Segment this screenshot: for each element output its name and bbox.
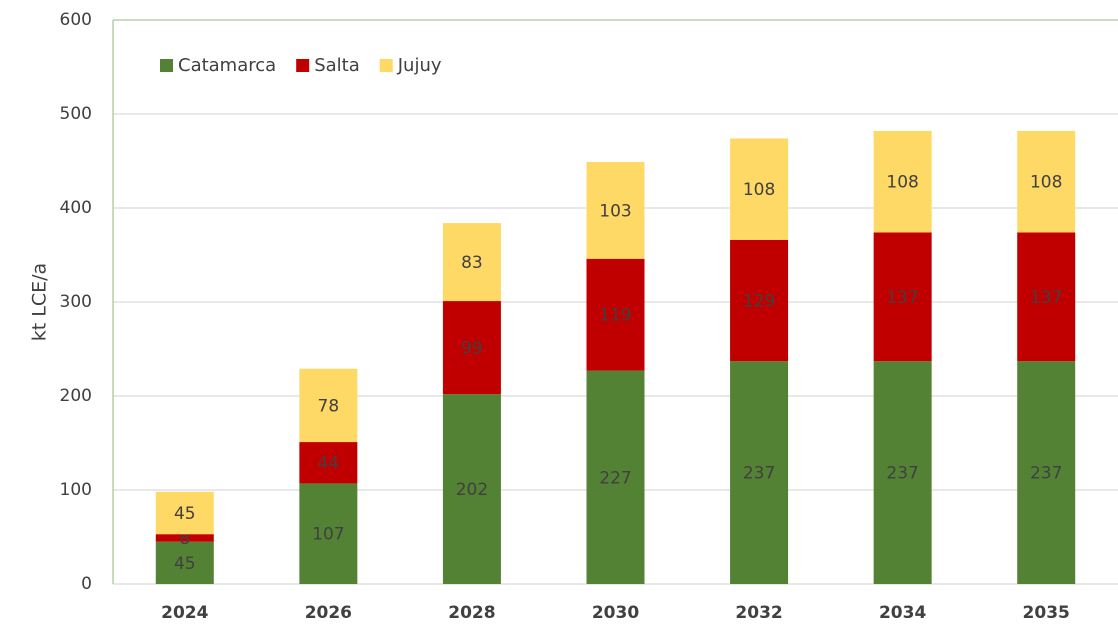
- data-label: 119: [599, 306, 631, 326]
- data-label: 107: [312, 525, 344, 545]
- bar-segment: [586, 161, 645, 259]
- x-tick-label: 2034: [879, 603, 926, 623]
- bar-segment: [730, 239, 789, 362]
- bar-segment: [586, 258, 645, 371]
- bar-segment: [299, 442, 358, 484]
- x-tick-label: 2028: [448, 603, 495, 623]
- bar-segment: [155, 541, 214, 584]
- bar-segment: [155, 534, 214, 542]
- data-label: 202: [456, 480, 488, 500]
- y-tick-label: 500: [60, 104, 92, 124]
- x-tick-label: 2026: [305, 603, 352, 623]
- data-label: 108: [1030, 173, 1062, 193]
- data-label: 108: [743, 180, 775, 200]
- x-tick-label: 2032: [735, 603, 782, 623]
- data-label: 137: [886, 288, 918, 308]
- bar-segment: [1017, 130, 1076, 233]
- x-tick-label: 2024: [161, 603, 208, 623]
- bar-segment: [442, 394, 501, 584]
- y-axis-label: kt LCE/a: [29, 263, 51, 341]
- data-label: 129: [743, 292, 775, 312]
- legend-swatch: [379, 59, 393, 72]
- bar-segment: [873, 130, 932, 233]
- y-tick-label: 100: [60, 480, 92, 500]
- data-label: 45: [174, 504, 196, 524]
- y-tick-label: 200: [60, 386, 92, 406]
- data-label: 137: [1030, 288, 1062, 308]
- legend-label: Salta: [314, 55, 360, 76]
- data-label: 99: [461, 339, 483, 359]
- legend-label: Catamarca: [178, 55, 276, 76]
- bar-segment: [730, 138, 789, 240]
- bar-segment: [873, 232, 932, 362]
- bar-segment: [1017, 232, 1076, 362]
- bar-segment: [1017, 361, 1076, 584]
- legend-swatch: [160, 59, 173, 72]
- bar-segment: [299, 368, 358, 443]
- data-label: 103: [599, 201, 631, 221]
- bar-segment: [730, 361, 789, 584]
- bar-segment: [442, 301, 501, 395]
- data-label: 237: [886, 464, 918, 484]
- bar-segment: [155, 491, 214, 535]
- x-tick-label: 2030: [592, 603, 639, 623]
- bar-segment: [873, 361, 932, 584]
- bar-segment: [442, 223, 501, 302]
- data-label: 44: [318, 454, 340, 474]
- data-label: 78: [318, 396, 340, 416]
- data-label: 108: [886, 173, 918, 193]
- data-label: 237: [1030, 464, 1062, 484]
- data-label: 83: [461, 253, 483, 273]
- y-tick-label: 400: [60, 198, 92, 218]
- y-tick-label: 300: [60, 292, 92, 312]
- legend-swatch: [296, 59, 310, 72]
- data-label: 8: [179, 529, 190, 549]
- y-tick-label: 0: [81, 574, 92, 594]
- bar-segment: [586, 370, 645, 584]
- x-tick-label: 2035: [1023, 603, 1070, 623]
- legend-label: Jujuy: [397, 55, 442, 76]
- data-label: 227: [599, 468, 631, 488]
- data-label: 237: [743, 464, 775, 484]
- bar-segment: [299, 483, 358, 584]
- y-tick-label: 600: [60, 10, 92, 30]
- data-label: 45: [174, 554, 196, 574]
